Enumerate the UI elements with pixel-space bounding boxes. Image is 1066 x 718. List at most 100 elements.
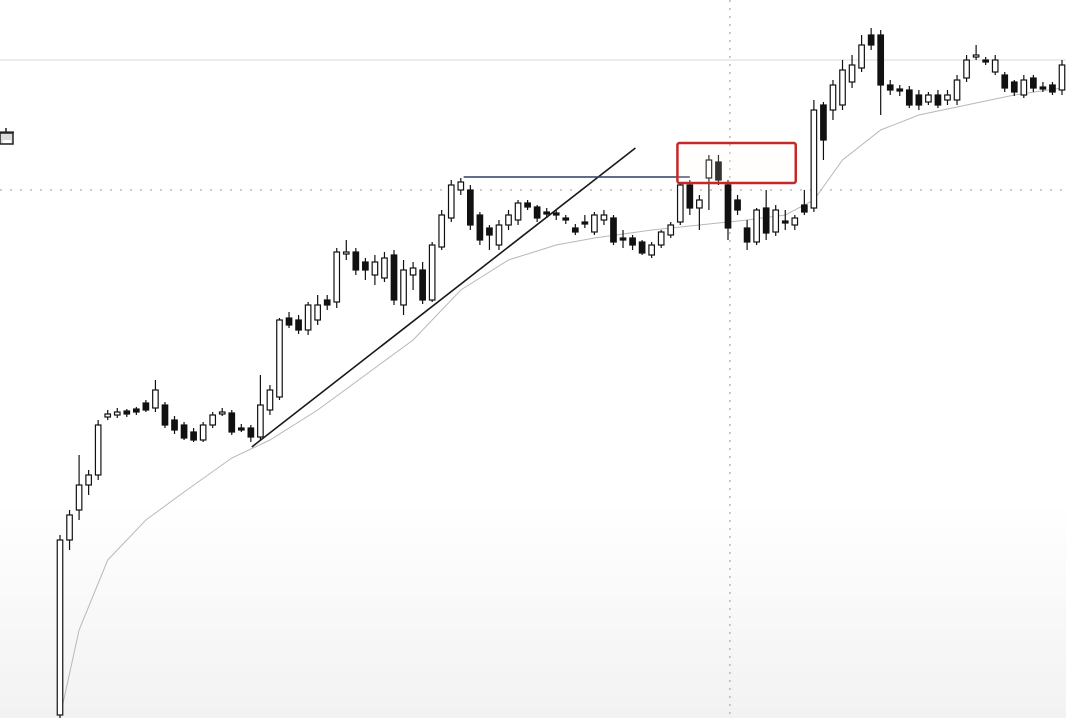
- candle-up: [829, 84, 837, 111]
- candle-down: [533, 206, 541, 219]
- candle-down: [867, 34, 875, 46]
- candle-down: [132, 408, 140, 413]
- candle-up: [104, 413, 112, 418]
- candle-down: [352, 251, 360, 271]
- candle-up: [152, 389, 159, 409]
- candle-down: [724, 184, 732, 229]
- candle-down: [362, 261, 369, 271]
- candle-down: [638, 241, 646, 254]
- candle-down: [1010, 81, 1018, 93]
- candle-up: [438, 214, 446, 248]
- candle-up: [400, 269, 407, 306]
- candle-down: [1039, 86, 1047, 90]
- candle-up: [591, 214, 598, 233]
- candle-down: [905, 89, 913, 106]
- candle-up: [676, 184, 684, 223]
- candle-up: [94, 424, 102, 476]
- candle-up: [791, 217, 799, 226]
- candle-down: [323, 299, 331, 306]
- toolbar-tool-icon[interactable]: [0, 128, 14, 146]
- candle-down: [247, 427, 255, 438]
- candle-up: [218, 411, 226, 415]
- candle-down: [285, 317, 293, 326]
- candle-down: [581, 221, 589, 225]
- candle-down: [1030, 77, 1037, 89]
- candle-down: [180, 424, 188, 439]
- candle-up: [56, 539, 64, 716]
- candle-up: [753, 209, 760, 243]
- candle-down: [610, 217, 617, 243]
- candle-up: [810, 109, 818, 209]
- candle-up: [944, 94, 951, 101]
- candle-down: [629, 237, 636, 246]
- candle-down: [562, 217, 570, 221]
- candle-up: [648, 244, 656, 256]
- candle-up: [75, 484, 83, 511]
- candle-down: [171, 419, 178, 431]
- highlight-box: [676, 141, 798, 185]
- candle-up: [371, 261, 379, 276]
- candle-up: [457, 181, 465, 191]
- candle-down: [142, 402, 150, 411]
- candle-down: [524, 202, 531, 208]
- candle-down: [686, 184, 694, 209]
- candle-up: [972, 54, 980, 58]
- candle-up: [304, 304, 312, 331]
- candle-up: [428, 244, 436, 301]
- candle-down: [571, 227, 579, 233]
- candle-up: [600, 214, 608, 221]
- candle-down: [228, 412, 236, 433]
- candle-up: [953, 79, 961, 101]
- candle-up: [848, 64, 856, 83]
- candle-down: [915, 94, 923, 106]
- candle-up: [266, 389, 274, 411]
- candle-up: [696, 199, 703, 209]
- candle-up: [505, 214, 512, 226]
- candle-down: [543, 211, 551, 215]
- candle-down: [896, 88, 904, 92]
- candle-up: [113, 411, 121, 416]
- candle-down: [552, 212, 560, 216]
- candle-down: [237, 427, 245, 431]
- candle-up: [705, 159, 713, 179]
- candle-down: [886, 84, 894, 91]
- candle-up: [925, 94, 932, 103]
- moving-average-line: [59, 87, 1063, 718]
- candle-down: [619, 237, 627, 241]
- candle-up: [772, 209, 780, 233]
- candle-down: [486, 227, 493, 236]
- candle-up: [199, 424, 207, 441]
- candle-down: [934, 94, 942, 106]
- candle-down: [734, 199, 741, 211]
- candle-down: [1049, 84, 1056, 93]
- candle-up: [342, 251, 350, 255]
- candle-up: [839, 69, 846, 106]
- candle-up: [495, 224, 503, 246]
- candle-down: [190, 431, 197, 441]
- candle-up: [257, 404, 264, 438]
- candle-down: [715, 161, 722, 181]
- candle-down: [877, 34, 885, 86]
- candle-up: [667, 224, 675, 236]
- candle-down: [161, 404, 169, 426]
- candle-up: [209, 414, 217, 426]
- candle-up: [409, 267, 417, 276]
- candle-up: [314, 304, 322, 321]
- candle-down: [123, 410, 131, 415]
- candle-down: [820, 104, 827, 141]
- candle-down: [781, 220, 789, 224]
- candle-up: [514, 202, 522, 221]
- candle-up: [381, 257, 388, 279]
- candle-up: [858, 44, 865, 69]
- candle-up: [991, 59, 999, 73]
- candle-up: [447, 184, 455, 219]
- candle-up: [85, 474, 92, 486]
- candle-down: [466, 189, 474, 226]
- candle-down: [982, 59, 990, 63]
- candle-up: [66, 514, 73, 541]
- candle-down: [390, 254, 398, 301]
- candle-down: [1001, 74, 1009, 89]
- candle-up: [333, 251, 341, 303]
